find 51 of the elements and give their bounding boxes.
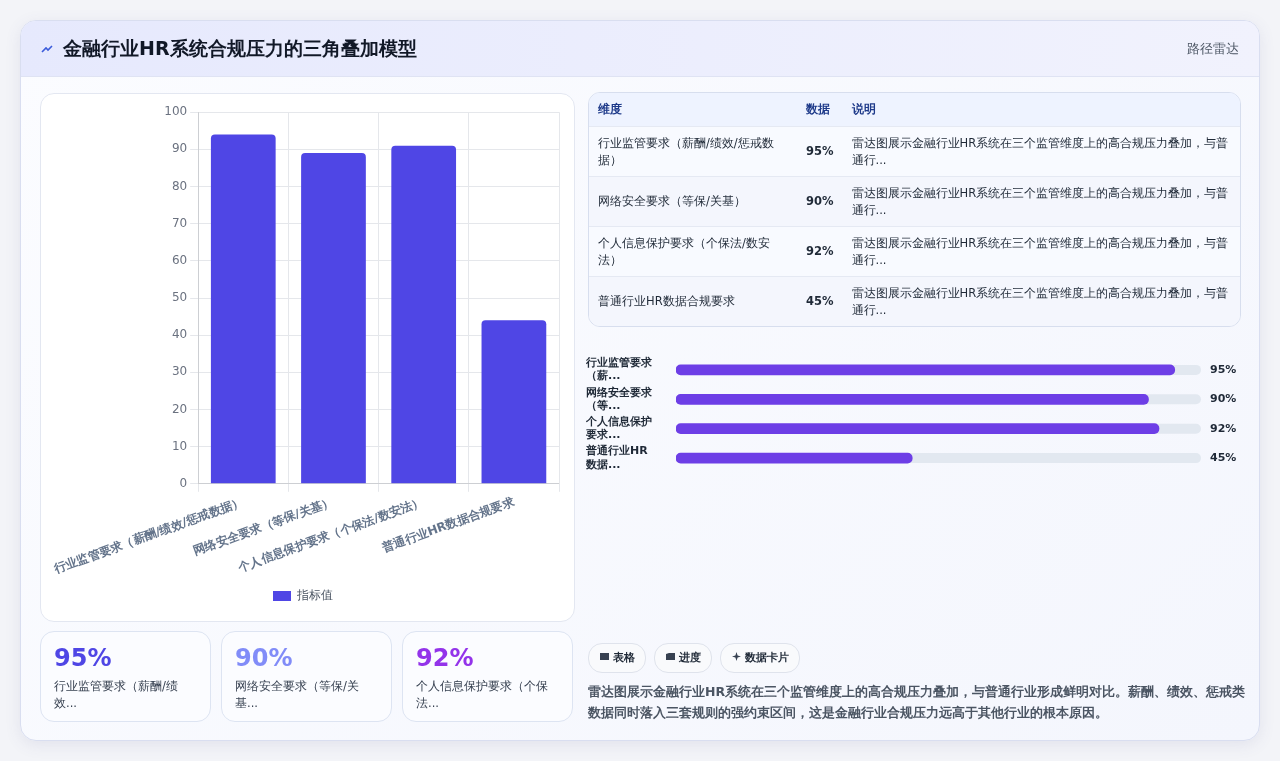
data-label: 90% (1210, 392, 1237, 406)
category-label: 数据 (797, 93, 843, 127)
bar (301, 153, 366, 484)
y-tick-label: 行业监管要求（薪... (585, 356, 653, 383)
y-tick-label: 60 (171, 252, 188, 267)
y-tick-label: 90 (171, 141, 188, 156)
bar (481, 320, 547, 484)
text: 雷达图展示金融行业HR系统在三个监管维度上的高合规压力叠加，与普通行... (842, 176, 1240, 227)
y-tick-label: 50 (171, 290, 188, 305)
y-tick-label: 10 (171, 438, 188, 453)
text: 行业监管要求（薪酬/绩效/惩戒数据） (589, 126, 797, 177)
text: 个人信息保护要求（个保法/数安法） (589, 226, 797, 277)
text: 90% (797, 176, 843, 227)
text: 雷达图展示金融行业HR系统在三个监管维度上的高合规压力叠加，与普通行... (842, 126, 1240, 177)
text: 普通行业HR数据合规要求 (589, 276, 797, 326)
text: 95% (54, 644, 112, 672)
y-tick-label: 网络安全要求（等... (586, 385, 653, 412)
text: 92% (416, 644, 474, 672)
category-label: 维度 (589, 93, 797, 127)
bar (210, 134, 276, 484)
y-tick-label: 30 (171, 364, 188, 379)
text: 雷达图展示金融行业HR系统在三个监管维度上的高合规压力叠加，与普通行... (842, 226, 1240, 277)
text: 90% (235, 644, 293, 672)
y-tick-label: 普通行业HR数据... (585, 444, 649, 471)
category-label: 数据卡片 (745, 651, 789, 664)
text: 45% (797, 276, 843, 326)
text: 网络安全要求（等保/关基... (235, 678, 360, 712)
text: 网络安全要求（等保/关基） (589, 176, 797, 227)
y-tick-label: 0 (179, 475, 188, 490)
data-label: 45% (1210, 450, 1237, 464)
text: 雷达图展示金融行业HR系统在三个监管维度上的高合规压力叠加，与普通行业形成鲜明对比。薪酬、绩效、惩戒类数据同时落入三套规则的强约束区间，这是金融行业合规压力远高于其他行业的根本原因。 (588, 683, 1247, 722)
text: 路径雷达 (1187, 40, 1239, 58)
bar (391, 145, 457, 484)
text: 95% (797, 126, 843, 177)
y-tick-label: 个人信息保护要求... (585, 414, 652, 442)
y-tick-label: 80 (171, 178, 188, 193)
text: 个人信息保护要求（个保法... (416, 678, 549, 712)
text: 92% (797, 226, 843, 277)
y-tick-label: 100 (164, 104, 188, 119)
legend-label: 指标值 (296, 588, 333, 603)
category-label: 表格 (613, 651, 635, 664)
y-tick-label: 40 (171, 327, 188, 342)
category-label: 进度 (679, 651, 701, 664)
data-label: 95% (1210, 362, 1237, 376)
y-tick-label: 70 (171, 215, 188, 230)
text: 行业监管要求（薪酬/绩效... (54, 678, 179, 712)
category-label: 说明 (842, 93, 1240, 127)
y-tick-label: 20 (171, 401, 188, 416)
chart-title: 金融行业HR系统合规压力的三角叠加模型 (63, 36, 417, 61)
text: 雷达图展示金融行业HR系统在三个监管维度上的高合规压力叠加，与普通行... (842, 276, 1240, 326)
data-label: 92% (1210, 421, 1237, 435)
